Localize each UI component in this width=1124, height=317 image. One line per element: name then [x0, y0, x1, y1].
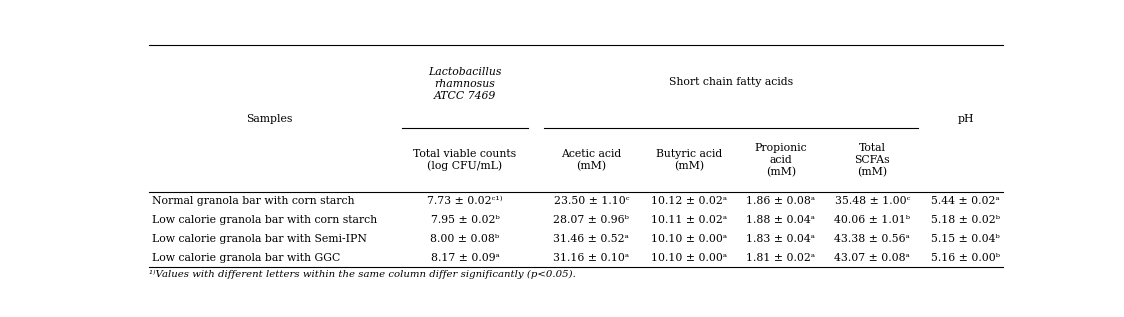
Text: Low calorie granola bar with corn starch: Low calorie granola bar with corn starch: [152, 215, 377, 225]
Text: 1.83 ± 0.04ᵃ: 1.83 ± 0.04ᵃ: [746, 234, 815, 244]
Text: 10.10 ± 0.00ᵃ: 10.10 ± 0.00ᵃ: [651, 234, 727, 244]
Text: 1.88 ± 0.04ᵃ: 1.88 ± 0.04ᵃ: [746, 215, 815, 225]
Text: Total viable counts
(log CFU/mL): Total viable counts (log CFU/mL): [414, 149, 517, 171]
Text: 7.95 ± 0.02ᵇ: 7.95 ± 0.02ᵇ: [430, 215, 499, 225]
Text: 5.44 ± 0.02ᵃ: 5.44 ± 0.02ᵃ: [932, 196, 1000, 206]
Text: Lactobacillus
rhamnosus
ATCC 7469: Lactobacillus rhamnosus ATCC 7469: [428, 68, 501, 101]
Text: 5.18 ± 0.02ᵇ: 5.18 ± 0.02ᵇ: [932, 215, 1000, 225]
Text: 1.86 ± 0.08ᵃ: 1.86 ± 0.08ᵃ: [746, 196, 815, 206]
Text: Propionic
acid
(mM): Propionic acid (mM): [754, 143, 807, 177]
Text: Low calorie granola bar with Semi-IPN: Low calorie granola bar with Semi-IPN: [152, 234, 366, 244]
Text: Butyric acid
(mM): Butyric acid (mM): [656, 149, 723, 171]
Text: 43.38 ± 0.56ᵃ: 43.38 ± 0.56ᵃ: [834, 234, 910, 244]
Text: Acetic acid
(mM): Acetic acid (mM): [561, 149, 622, 171]
Text: 10.12 ± 0.02ᵃ: 10.12 ± 0.02ᵃ: [651, 196, 727, 206]
Text: 5.16 ± 0.00ᵇ: 5.16 ± 0.00ᵇ: [932, 253, 1000, 263]
Text: 7.73 ± 0.02ᶜ¹⁾: 7.73 ± 0.02ᶜ¹⁾: [427, 196, 502, 206]
Text: 8.00 ± 0.08ᵇ: 8.00 ± 0.08ᵇ: [430, 234, 499, 244]
Text: 31.46 ± 0.52ᵃ: 31.46 ± 0.52ᵃ: [553, 234, 629, 244]
Text: 10.10 ± 0.00ᵃ: 10.10 ± 0.00ᵃ: [651, 253, 727, 263]
Text: Samples: Samples: [246, 113, 292, 124]
Text: Total
SCFAs
(mM): Total SCFAs (mM): [854, 143, 890, 177]
Text: 5.15 ± 0.04ᵇ: 5.15 ± 0.04ᵇ: [932, 234, 1000, 244]
Text: 40.06 ± 1.01ᵇ: 40.06 ± 1.01ᵇ: [834, 215, 910, 225]
Text: Short chain fatty acids: Short chain fatty acids: [669, 77, 792, 87]
Text: 43.07 ± 0.08ᵃ: 43.07 ± 0.08ᵃ: [834, 253, 910, 263]
Text: ¹⁾Values with different letters within the same column differ significantly (p<0: ¹⁾Values with different letters within t…: [149, 270, 577, 279]
Text: 10.11 ± 0.02ᵃ: 10.11 ± 0.02ᵃ: [651, 215, 727, 225]
Text: 28.07 ± 0.96ᵇ: 28.07 ± 0.96ᵇ: [553, 215, 629, 225]
Text: 1.81 ± 0.02ᵃ: 1.81 ± 0.02ᵃ: [746, 253, 815, 263]
Text: pH: pH: [958, 113, 975, 124]
Text: Low calorie granola bar with GGC: Low calorie granola bar with GGC: [152, 253, 341, 263]
Text: 8.17 ± 0.09ᵃ: 8.17 ± 0.09ᵃ: [430, 253, 499, 263]
Text: 31.16 ± 0.10ᵃ: 31.16 ± 0.10ᵃ: [553, 253, 629, 263]
Text: Normal granola bar with corn starch: Normal granola bar with corn starch: [152, 196, 354, 206]
Text: 23.50 ± 1.10ᶜ: 23.50 ± 1.10ᶜ: [553, 196, 629, 206]
Text: 35.48 ± 1.00ᶜ: 35.48 ± 1.00ᶜ: [834, 196, 910, 206]
